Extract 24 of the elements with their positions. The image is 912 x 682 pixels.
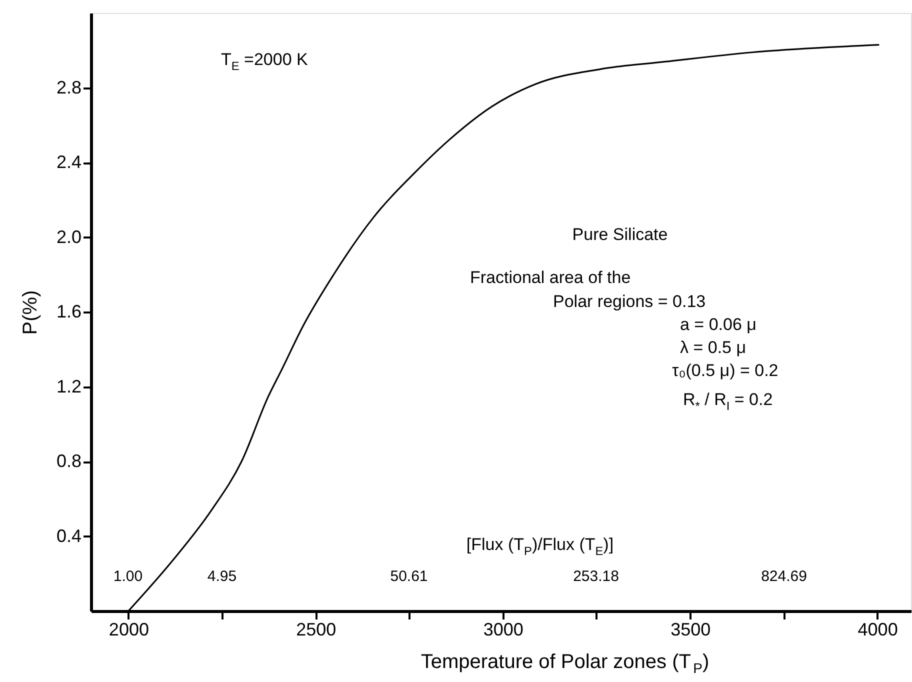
y-tick-label: 1.2 xyxy=(56,376,82,396)
annotation: 4.95 xyxy=(207,568,237,585)
annotation: Polar regions = 0.13 xyxy=(553,292,706,311)
annotation: Fractional area of the xyxy=(470,268,631,287)
annotation: τ₀(0.5 μ) = 0.2 xyxy=(672,361,778,380)
annotation: λ = 0.5 μ xyxy=(680,338,746,357)
annotation: 1.00 xyxy=(113,568,143,585)
y-tick-label: 0.4 xyxy=(56,526,82,546)
annotation: a = 0.06 μ xyxy=(680,315,756,334)
x-tick-label: 2500 xyxy=(296,620,336,640)
x-tick-label: 3500 xyxy=(670,620,711,640)
annotation: 50.61 xyxy=(390,568,428,585)
y-tick-label: 1.6 xyxy=(56,302,82,322)
y-tick-label: 2.0 xyxy=(56,226,82,247)
x-tick-label: 3000 xyxy=(483,620,524,640)
x-tick-label: 4000 xyxy=(858,620,898,640)
y-axis-title: P(%) xyxy=(19,290,42,335)
annotation: Pure Silicate xyxy=(572,225,668,244)
y-tick-label: 2.8 xyxy=(56,77,82,98)
annotation: 253.18 xyxy=(573,568,619,585)
annotation: 824.69 xyxy=(761,568,807,585)
y-tick-label: 2.4 xyxy=(56,152,82,172)
y-tick-label: 0.8 xyxy=(56,451,82,471)
x-tick-label: 2000 xyxy=(108,620,149,640)
